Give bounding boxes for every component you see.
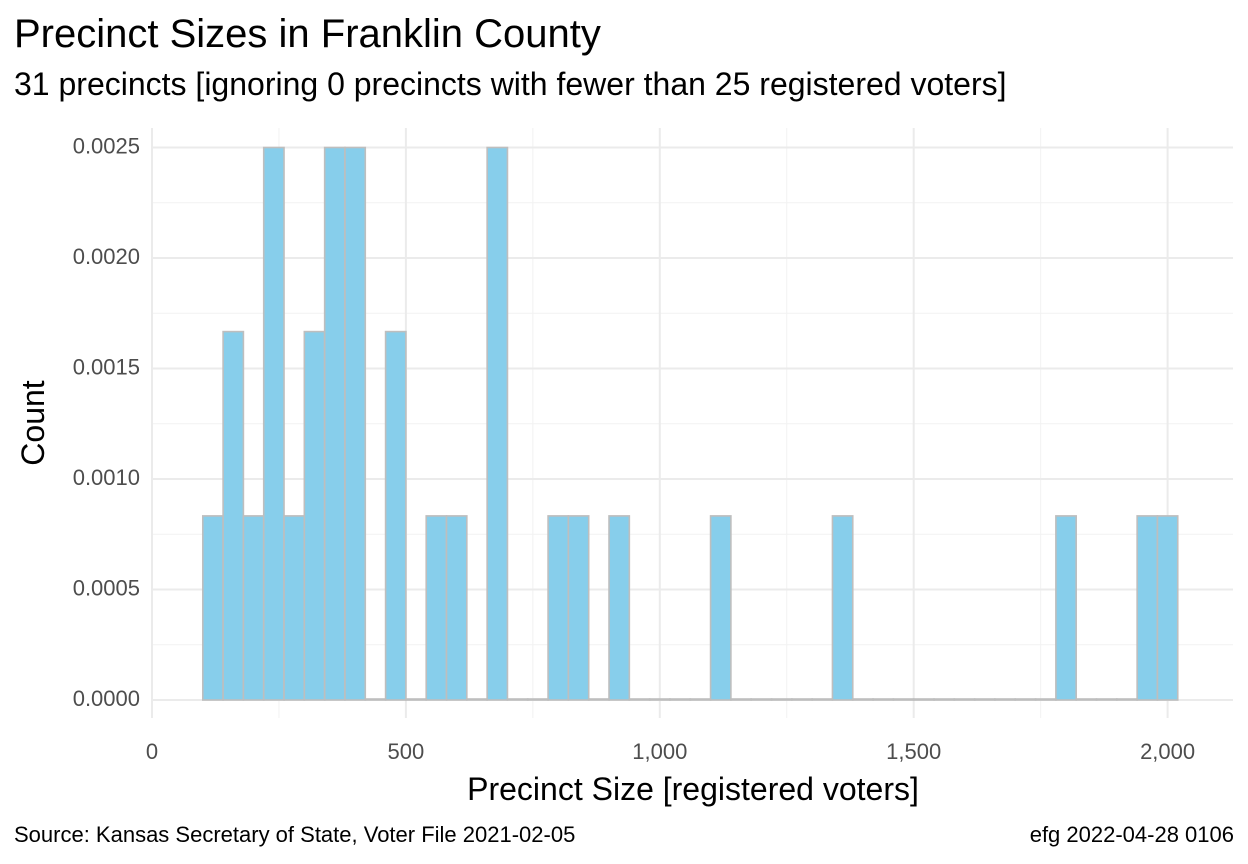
histogram-bar bbox=[1034, 698, 1057, 701]
histogram-bar bbox=[262, 146, 285, 701]
histogram-bar bbox=[1055, 515, 1077, 701]
chart-title: Precinct Sizes in Franklin County bbox=[14, 12, 601, 56]
source-caption: Source: Kansas Secretary of State, Voter… bbox=[14, 822, 576, 847]
histogram-bar bbox=[973, 698, 996, 701]
histogram-bar bbox=[242, 515, 265, 701]
y-tick-label: 0.0025 bbox=[73, 133, 140, 158]
histogram-bar bbox=[526, 698, 549, 701]
histogram-bar bbox=[323, 146, 346, 701]
histogram-bar bbox=[709, 515, 732, 701]
histogram-bar bbox=[222, 330, 245, 701]
histogram-bar bbox=[892, 698, 915, 701]
histogram-bar bbox=[791, 698, 813, 701]
histogram-bar bbox=[486, 146, 509, 701]
histogram-bar bbox=[669, 698, 692, 701]
histogram-bar bbox=[689, 698, 712, 701]
histogram-bar bbox=[466, 698, 488, 701]
histogram-bar bbox=[912, 698, 935, 701]
histogram-bar bbox=[933, 698, 956, 701]
x-axis-title: Precinct Size [registered voters] bbox=[467, 771, 919, 807]
histogram-bar bbox=[445, 515, 468, 701]
histogram-bars bbox=[201, 146, 1179, 701]
histogram-bar bbox=[628, 698, 651, 701]
histogram-bar bbox=[831, 515, 854, 701]
histogram-bar bbox=[770, 698, 793, 701]
histogram-bar bbox=[750, 698, 773, 701]
histogram-bar bbox=[851, 698, 874, 701]
histogram-bar bbox=[730, 698, 753, 701]
histogram-bar bbox=[567, 515, 590, 701]
y-tick-label: 0.0020 bbox=[73, 244, 140, 269]
histogram-bar bbox=[1136, 515, 1159, 701]
y-axis-title: Count bbox=[15, 380, 51, 466]
x-axis-ticks: 0 500 1,000 1,500 2,000 bbox=[146, 739, 1195, 764]
histogram-bar bbox=[344, 146, 367, 701]
y-tick-label: 0.0005 bbox=[73, 575, 140, 600]
histogram-bar bbox=[283, 515, 306, 701]
histogram-bar bbox=[953, 698, 976, 701]
histogram-bar bbox=[811, 698, 834, 701]
histogram-bar bbox=[425, 515, 448, 701]
y-tick-label: 0.0000 bbox=[73, 686, 140, 711]
histogram-bar bbox=[587, 698, 610, 701]
x-tick-label: 2,000 bbox=[1140, 739, 1195, 764]
y-tick-label: 0.0015 bbox=[73, 354, 140, 379]
x-tick-label: 1,000 bbox=[632, 739, 687, 764]
x-tick-label: 0 bbox=[146, 739, 158, 764]
histogram-bar bbox=[1075, 698, 1098, 701]
histogram-bar bbox=[405, 698, 428, 701]
histogram-bar bbox=[648, 698, 671, 701]
histogram-bar bbox=[994, 698, 1017, 701]
histogram-bar bbox=[1014, 698, 1037, 701]
histogram-bar bbox=[201, 515, 224, 701]
x-tick-label: 500 bbox=[388, 739, 425, 764]
histogram-bar bbox=[303, 330, 326, 701]
histogram-bar bbox=[1156, 515, 1179, 701]
histogram-bar bbox=[364, 698, 387, 701]
histogram-bar bbox=[1116, 698, 1138, 701]
histogram-bar bbox=[1095, 698, 1118, 701]
timestamp-caption: efg 2022-04-28 0106 bbox=[1029, 822, 1234, 847]
histogram-bar bbox=[384, 330, 407, 701]
histogram-bar bbox=[608, 515, 631, 701]
histogram-bar bbox=[506, 698, 529, 701]
x-tick-label: 1,500 bbox=[886, 739, 941, 764]
histogram-bar bbox=[872, 698, 895, 701]
y-axis-ticks: 0.0000 0.0005 0.0010 0.0015 0.0020 0.0025 bbox=[73, 133, 140, 711]
chart-subtitle: 31 precincts [ignoring 0 precincts with … bbox=[14, 66, 1007, 102]
y-tick-label: 0.0010 bbox=[73, 465, 140, 490]
histogram-bar bbox=[547, 515, 570, 701]
